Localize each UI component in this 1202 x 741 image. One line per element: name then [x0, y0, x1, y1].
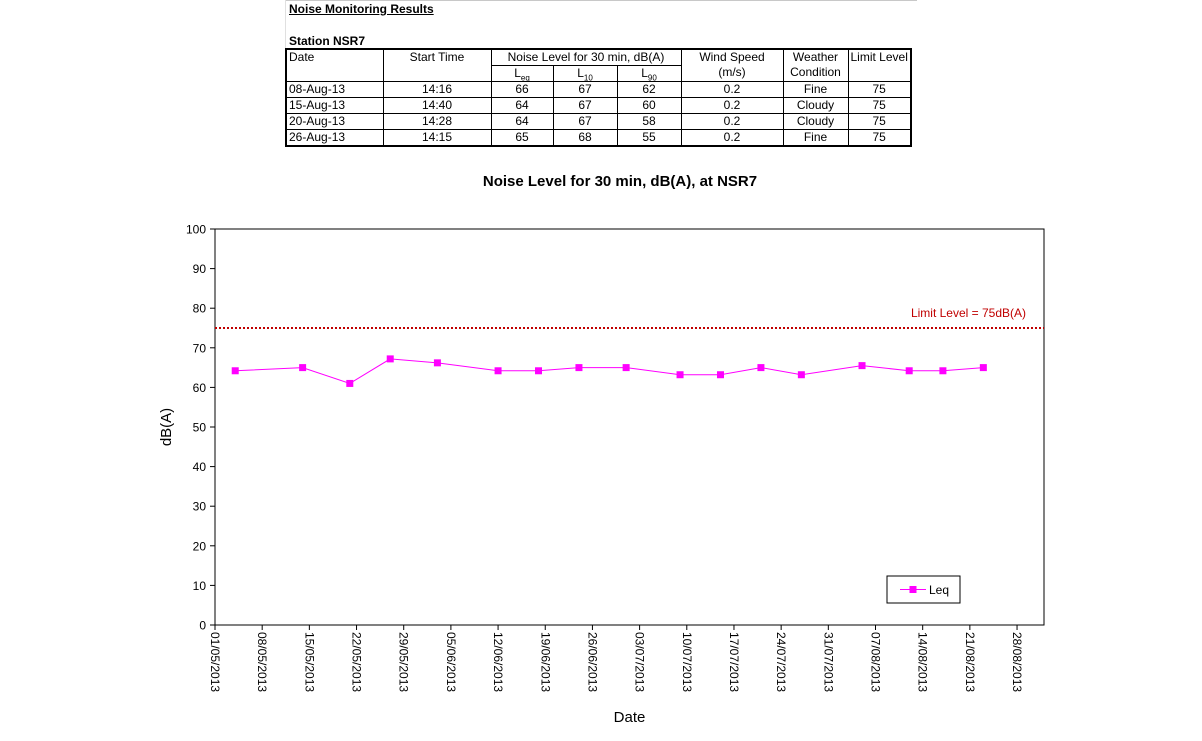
header-leq-sub: eq [520, 73, 530, 82]
limit-line-label: Limit Level = 75dB(A) [911, 306, 1026, 320]
x-tick-label: 28/08/2013 [1010, 632, 1024, 692]
cell-weather: Fine [782, 129, 849, 147]
cell-start-time: 14:15 [382, 129, 492, 147]
data-point [299, 364, 307, 372]
x-axis-label: Date [614, 709, 646, 726]
data-point [433, 359, 441, 367]
y-tick-label: 80 [193, 302, 207, 316]
cell-leq: 64 [490, 113, 554, 130]
x-tick-label: 21/08/2013 [963, 632, 977, 692]
x-tick-label: 05/06/2013 [444, 632, 458, 692]
header-l90-sub: 90 [647, 73, 657, 82]
data-point [676, 371, 684, 379]
data-point [797, 371, 805, 379]
data-point [575, 364, 583, 372]
cell-l90: 58 [616, 113, 682, 130]
top-rule [285, 0, 917, 1]
x-tick-label: 08/05/2013 [255, 632, 269, 692]
cell-date: 08-Aug-13 [285, 81, 384, 98]
header-weather-line2: Condition [790, 65, 841, 79]
legend-label-leq: Leq [929, 583, 949, 597]
series-line-leq [235, 358, 984, 384]
x-tick-label: 07/08/2013 [869, 632, 883, 692]
cell-start-time: 14:28 [382, 113, 492, 130]
header-l10-main: L [577, 66, 584, 81]
data-point [386, 355, 394, 363]
cell-limit: 75 [847, 97, 912, 114]
cell-date: 20-Aug-13 [285, 113, 384, 130]
cell-wind: 0.2 [680, 113, 784, 130]
y-tick-label: 70 [193, 341, 207, 355]
x-tick-label: 14/08/2013 [916, 632, 930, 692]
header-limit-level: Limit Level [847, 48, 912, 82]
x-tick-label: 12/06/2013 [491, 632, 505, 692]
data-point [939, 367, 947, 375]
section-title: Noise Monitoring Results [289, 2, 434, 16]
data-point [905, 367, 913, 375]
table-row: 26-Aug-13 14:15 65 68 55 0.2 Fine 75 [285, 129, 912, 147]
cell-weather: Cloudy [782, 97, 849, 114]
subheader-row: Leq L10 L90 [286, 65, 911, 82]
data-point [622, 364, 630, 372]
header-l90-main: L [641, 66, 648, 81]
x-tick-label: 26/06/2013 [585, 632, 599, 692]
y-tick-label: 20 [193, 539, 207, 553]
y-tick-label: 40 [193, 460, 207, 474]
y-tick-label: 30 [193, 500, 207, 514]
cell-l10: 68 [552, 129, 618, 147]
y-tick-label: 0 [199, 619, 206, 633]
y-tick-label: 60 [193, 381, 207, 395]
left-rule [285, 0, 286, 48]
x-tick-label: 15/05/2013 [302, 632, 316, 692]
header-l10-sub: 10 [583, 73, 593, 82]
data-point [979, 364, 987, 372]
data-point [716, 371, 724, 379]
chart-title: Noise Level for 30 min, dB(A), at NSR7 [482, 173, 758, 190]
plot-area [214, 228, 1045, 626]
header-start-time: Start Time [382, 48, 492, 82]
data-point [757, 364, 765, 372]
x-tick-label: 24/07/2013 [774, 632, 788, 692]
results-table: Date Start Time Noise Level for 30 min, … [285, 48, 912, 147]
y-tick-label: 90 [193, 262, 207, 276]
data-point [535, 367, 543, 375]
data-point [494, 367, 502, 375]
table-row: 08-Aug-13 14:16 66 67 62 0.2 Fine 75 [285, 81, 912, 98]
x-tick-label: 03/07/2013 [633, 632, 647, 692]
x-tick-label: 01/05/2013 [208, 632, 222, 692]
data-point [231, 367, 239, 375]
table-row: 20-Aug-13 14:28 64 67 58 0.2 Cloudy 75 [285, 113, 912, 130]
y-tick-label: 10 [193, 579, 207, 593]
data-point [346, 379, 354, 387]
y-tick-label: 100 [186, 223, 206, 237]
y-axis-label: dB(A) [158, 408, 175, 446]
header-leq-main: L [514, 66, 521, 81]
header-leq: Leq [490, 65, 554, 82]
cell-weather: Cloudy [782, 113, 849, 130]
cell-date: 26-Aug-13 [285, 129, 384, 147]
cell-date: 15-Aug-13 [285, 97, 384, 114]
x-tick-label: 17/07/2013 [727, 632, 741, 692]
data-point [858, 362, 866, 370]
x-tick-label: 10/07/2013 [680, 632, 694, 692]
y-tick-label: 50 [193, 421, 207, 435]
cell-limit: 75 [847, 129, 912, 147]
legend-marker [909, 586, 917, 593]
cell-leq: 64 [490, 97, 554, 114]
cell-limit: 75 [847, 113, 912, 130]
station-title: Station NSR7 [289, 34, 366, 48]
table-row: 15-Aug-13 14:40 64 67 60 0.2 Cloudy 75 [285, 97, 912, 114]
x-tick-label: 29/05/2013 [397, 632, 411, 692]
cell-limit: 75 [847, 81, 912, 98]
x-tick-label: 19/06/2013 [538, 632, 552, 692]
x-tick-label: 22/05/2013 [350, 632, 364, 692]
header-weather-line1: Weather [792, 50, 839, 64]
header-wind-label: Wind Speed [699, 50, 765, 64]
x-tick-label: 31/07/2013 [821, 632, 835, 692]
header-wind-unit: (m/s) [718, 65, 746, 79]
